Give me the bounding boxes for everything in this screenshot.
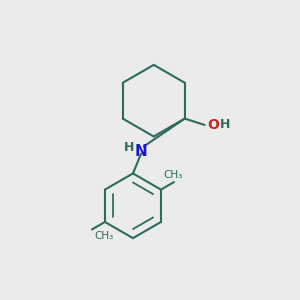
Text: O: O [207, 118, 219, 132]
Text: N: N [135, 143, 147, 158]
Text: CH₃: CH₃ [94, 231, 113, 241]
Text: CH₃: CH₃ [163, 170, 182, 180]
Text: H: H [124, 141, 135, 154]
Text: H: H [220, 118, 231, 131]
